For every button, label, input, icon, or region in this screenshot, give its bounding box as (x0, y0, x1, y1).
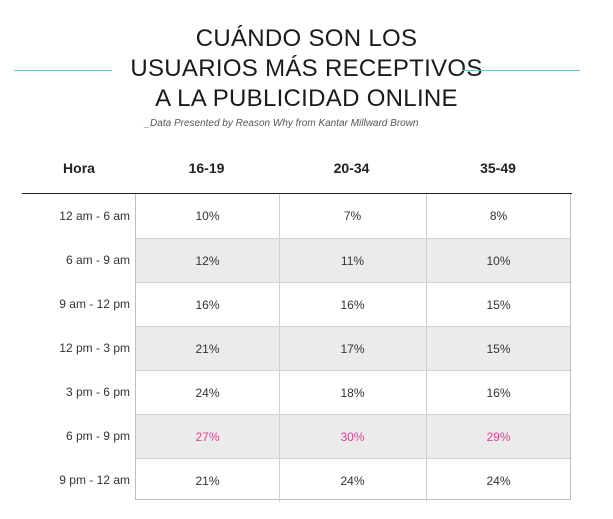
table-cell: 21% (195, 342, 220, 356)
table-cell: 15% (486, 342, 511, 356)
table-cell: 12% (195, 254, 220, 268)
table-cell: 24% (486, 474, 511, 488)
row-label: 9 am - 12 pm (59, 297, 130, 311)
table-cell: 7% (343, 209, 362, 223)
column-divider (426, 239, 427, 282)
title-line-1: CUÁNDO SON LOS (195, 25, 418, 52)
table-cell: 15% (486, 298, 511, 312)
table-cell: 18% (340, 386, 365, 400)
column-header-16-19: 16-19 (188, 160, 225, 176)
title-rule-right (462, 70, 580, 71)
column-divider (426, 415, 427, 458)
title-rule-left (14, 70, 112, 71)
chart-title: CUÁNDO SON LOS USUARIOS MÁS RECEPTIVOS A… (0, 24, 613, 114)
row-label: 12 am - 6 am (59, 209, 130, 223)
column-header-20-34: 20-34 (333, 160, 370, 176)
column-divider (426, 194, 427, 238)
row-label: 6 pm - 9 pm (65, 429, 130, 443)
row-label: 3 pm - 6 pm (65, 385, 130, 399)
table-cell: 16% (486, 386, 511, 400)
table-row: 10% 7% 8% (136, 194, 570, 238)
column-divider (279, 327, 280, 370)
row-label: 9 pm - 12 am (59, 473, 130, 487)
table-cell: 21% (195, 474, 220, 488)
table-cell: 17% (340, 342, 365, 356)
column-header-35-49: 35-49 (480, 160, 516, 176)
column-divider (279, 283, 280, 326)
column-header-hora: Hora (63, 160, 95, 176)
table-cell: 24% (340, 474, 365, 488)
column-divider (426, 327, 427, 370)
chart-subtitle: _Data Presented by Reason Why from Kanta… (144, 118, 419, 129)
column-divider (279, 239, 280, 282)
table-cell: 30% (340, 430, 365, 444)
column-divider (426, 459, 427, 502)
table-row: 21% 24% 24% (136, 458, 570, 502)
title-line-3: A LA PUBLICIDAD ONLINE (155, 85, 458, 112)
data-table: 10% 7% 8% 12% 11% 10% 16% 16% 15% 21% 17% 15% 24% 18%… (135, 194, 571, 502)
table-cell: 29% (486, 430, 511, 444)
table-cell: 10% (486, 254, 511, 268)
header-divider (22, 193, 572, 194)
column-divider (426, 283, 427, 326)
column-divider (426, 371, 427, 414)
table-cell: 27% (195, 430, 220, 444)
column-divider (279, 459, 280, 502)
table-cell: 24% (195, 386, 220, 400)
table-row: 21% 17% 15% (136, 326, 570, 370)
table-row: 24% 18% 16% (136, 370, 570, 414)
table-cell: 16% (340, 298, 365, 312)
table-cell: 8% (489, 209, 508, 223)
column-divider (279, 194, 280, 238)
title-line-2: USUARIOS MÁS RECEPTIVOS (130, 55, 483, 82)
table-row: 27% 30% 29% (136, 414, 570, 458)
table-row: 12% 11% 10% (136, 238, 570, 282)
row-label: 12 pm - 3 pm (59, 341, 130, 355)
column-divider (279, 371, 280, 414)
row-label: 6 am - 9 am (65, 253, 130, 267)
column-divider (279, 415, 280, 458)
table-cell: 16% (195, 298, 220, 312)
table-row: 16% 16% 15% (136, 282, 570, 326)
table-cell: 11% (340, 254, 365, 268)
table-cell: 10% (195, 209, 220, 223)
